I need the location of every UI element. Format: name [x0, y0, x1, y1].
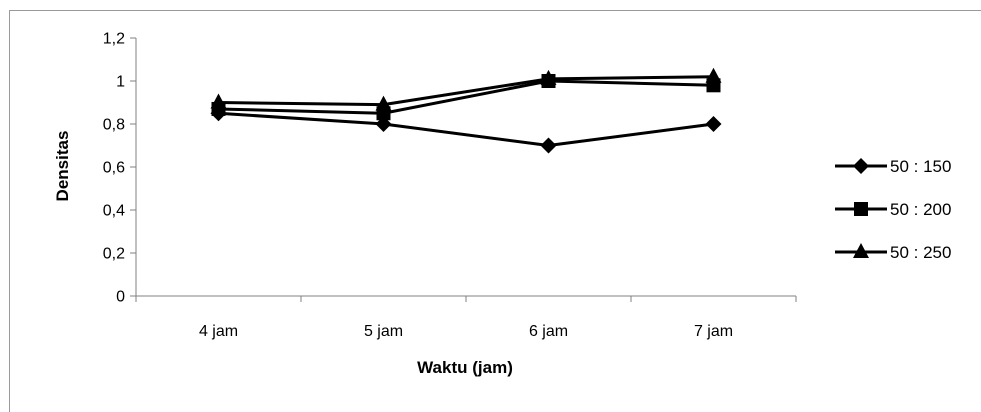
chart-frame [9, 10, 981, 412]
data-point-triangle [375, 95, 392, 111]
y-tick-label: 1 [116, 74, 125, 91]
x-tick-label: 7 jam [694, 323, 733, 340]
x-ticks: 4 jam 5 jam 6 jam 7 jam [135, 296, 797, 340]
y-tick-label: 0,4 [103, 203, 125, 220]
y-tick-label: 0 [116, 289, 125, 306]
legend-item: 50 : 200 [835, 200, 951, 219]
x-tick-label: 6 jam [529, 323, 568, 340]
series-square [211, 74, 721, 121]
legend-item: 50 : 150 [835, 157, 951, 176]
x-tick-label: 4 jam [199, 323, 238, 340]
y-ticks: 0 0,2 0,4 0,6 0,8 1 1,2 [103, 31, 136, 306]
legend-label: 50 : 200 [890, 200, 951, 219]
legend: 50 : 150 50 : 200 50 : 250 [835, 157, 951, 262]
legend-marker-diamond [853, 158, 869, 174]
legend-marker-triangle [853, 243, 869, 258]
series-diamond [210, 105, 722, 154]
y-tick-label: 1,2 [103, 31, 125, 48]
legend-item: 50 : 250 [835, 243, 951, 262]
data-point-triangle [210, 93, 227, 109]
x-axis-title: Waktu (jam) [417, 358, 513, 377]
series-line [218, 75, 714, 107]
legend-marker-square [854, 202, 868, 216]
y-tick-label: 0,6 [103, 160, 125, 177]
data-point-diamond [705, 116, 722, 132]
series-line [218, 79, 714, 115]
data-point-triangle [705, 67, 722, 83]
legend-label: 50 : 150 [890, 157, 951, 176]
legend-label: 50 : 250 [890, 243, 951, 262]
series-layer [210, 67, 722, 154]
y-tick-label: 0,2 [103, 246, 125, 263]
series-line [218, 111, 714, 147]
data-point-diamond [540, 137, 557, 154]
x-tick-label: 5 jam [364, 323, 403, 340]
y-axis-title: Densitas [53, 131, 72, 202]
series-triangle [210, 67, 722, 111]
y-tick-label: 0,8 [103, 117, 125, 134]
data-point-triangle [540, 69, 557, 85]
